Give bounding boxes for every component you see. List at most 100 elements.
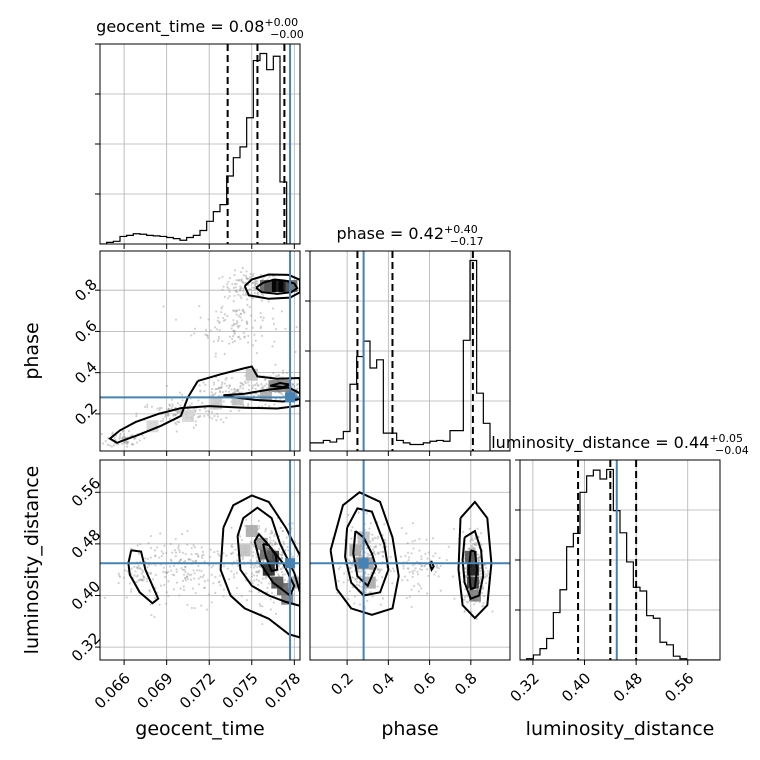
panel-geocent_time-geocent_time: geocent_time = 0.08+0.00 −0.00: [95, 16, 304, 249]
scatter-point: [138, 578, 141, 582]
scatter-point: [347, 513, 350, 517]
scatter-point: [159, 584, 163, 587]
scatter-point: [174, 421, 177, 425]
scatter-point: [221, 340, 224, 343]
scatter-point: [212, 383, 216, 386]
scatter-point: [228, 342, 231, 345]
scatter-point: [230, 327, 233, 330]
scatter-point: [239, 313, 242, 316]
scatter-point: [134, 570, 137, 573]
scatter-point: [476, 527, 479, 530]
scatter-point: [171, 551, 174, 554]
scatter-point: [200, 604, 203, 607]
scatter-point: [162, 552, 165, 555]
scatter-point: [225, 384, 228, 387]
scatter-point: [147, 542, 150, 545]
scatter-point: [240, 319, 244, 322]
scatter-point: [274, 363, 277, 366]
panel-2d-content: [329, 491, 494, 621]
scatter-point: [168, 403, 171, 406]
scatter-point: [256, 565, 259, 569]
scatter-point: [250, 590, 253, 593]
scatter-point: [199, 575, 202, 578]
scatter-point: [411, 522, 415, 525]
scatter-point: [118, 574, 121, 577]
scatter-point: [305, 539, 307, 541]
scatter-point: [374, 546, 377, 549]
scatter-point: [164, 571, 167, 574]
scatter-point: [477, 557, 480, 560]
scatter-point: [271, 345, 274, 348]
scatter-point: [241, 280, 244, 283]
scatter-point: [142, 575, 145, 578]
scatter-point: [418, 537, 421, 541]
scatter-point: [256, 571, 260, 574]
scatter-point: [213, 550, 216, 554]
scatter-point: [200, 569, 203, 573]
scatter-point: [233, 282, 237, 286]
scatter-point: [123, 441, 126, 444]
scatter-point: [240, 270, 243, 274]
scatter-point: [391, 582, 394, 585]
scatter-point: [233, 576, 236, 579]
scatter-point: [192, 426, 195, 429]
scatter-point: [249, 288, 252, 291]
scatter-point: [463, 609, 466, 612]
scatter-point: [376, 585, 379, 588]
scatter-point: [244, 274, 248, 278]
scatter-point: [194, 423, 198, 427]
scatter-point: [260, 581, 263, 585]
scatter-point: [230, 337, 234, 341]
scatter-point: [274, 567, 277, 570]
scatter-point: [236, 336, 240, 339]
panel-luminosity_distance-luminosity_distance: luminosity_distance = 0.44+0.05 −0.04 0.32…: [491, 432, 749, 706]
scatter-point: [247, 334, 250, 337]
x-tick-label: 0.6: [410, 669, 440, 699]
scatter-point: [464, 576, 468, 579]
scatter-point: [160, 554, 163, 558]
scatter-point: [234, 548, 237, 551]
panel-geocent_time-phase: 0.2 0.4 0.6 0.8: [71, 250, 301, 456]
title-minus: −0.04: [715, 444, 749, 457]
scatter-point: [256, 583, 260, 587]
scatter-point: [350, 529, 353, 532]
scatter-point: [130, 567, 133, 570]
scatter-point: [447, 545, 450, 548]
scatter-point: [416, 570, 419, 574]
scatter-point: [378, 568, 381, 571]
scatter-point: [195, 569, 199, 572]
scatter-point: [487, 572, 490, 575]
scatter-point: [230, 552, 233, 555]
scatter-point: [243, 336, 246, 339]
scatter-point: [214, 355, 217, 358]
scatter-point: [383, 523, 386, 526]
scatter-point: [281, 529, 285, 533]
scatter-point: [236, 321, 239, 325]
scatter-point: [226, 297, 230, 300]
scatter-point: [235, 309, 239, 312]
scatter-point: [118, 437, 121, 440]
scatter-point: [207, 410, 211, 413]
scatter-point: [371, 595, 374, 598]
scatter-point: [156, 546, 159, 549]
scatter-point: [223, 382, 226, 385]
scatter-point: [182, 585, 185, 588]
panel-grid: [310, 250, 510, 451]
scatter-point: [412, 547, 415, 550]
scatter-point: [197, 577, 200, 580]
scatter-point: [474, 544, 477, 547]
scatter-point: [136, 441, 139, 444]
scatter-point: [257, 384, 260, 387]
density-cell: [210, 397, 223, 410]
scatter-point: [253, 288, 256, 291]
scatter-point: [149, 546, 153, 550]
scatter-point: [207, 414, 210, 417]
scatter-point: [257, 527, 261, 530]
scatter-point: [249, 541, 253, 544]
scatter-point: [348, 567, 351, 570]
scatter-point: [149, 572, 152, 575]
scatter-point: [249, 314, 253, 317]
scatter-point: [217, 379, 220, 382]
scatter-point: [238, 409, 241, 412]
scatter-point: [291, 555, 295, 558]
